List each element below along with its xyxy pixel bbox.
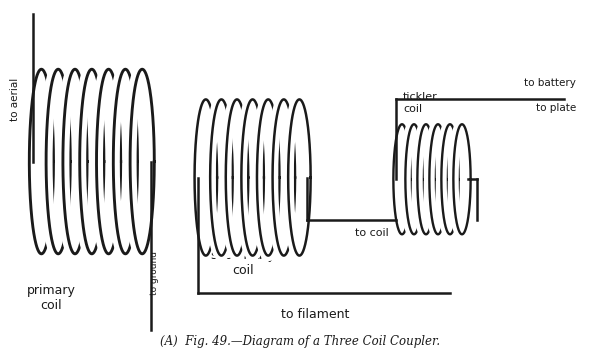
Text: secondary
coil: secondary coil bbox=[211, 249, 275, 277]
Text: (A)  Fig. 49.—Diagram of a Three Coil Coupler.: (A) Fig. 49.—Diagram of a Three Coil Cou… bbox=[160, 335, 440, 348]
Text: to aerial: to aerial bbox=[10, 78, 20, 121]
Text: to filament: to filament bbox=[281, 308, 349, 321]
Text: to coil: to coil bbox=[355, 228, 389, 237]
Text: to battery: to battery bbox=[524, 78, 576, 88]
Text: to ground: to ground bbox=[150, 251, 159, 295]
Text: tickler
coil: tickler coil bbox=[403, 92, 438, 114]
Text: primary
coil: primary coil bbox=[26, 284, 76, 312]
Text: to plate: to plate bbox=[536, 103, 576, 113]
